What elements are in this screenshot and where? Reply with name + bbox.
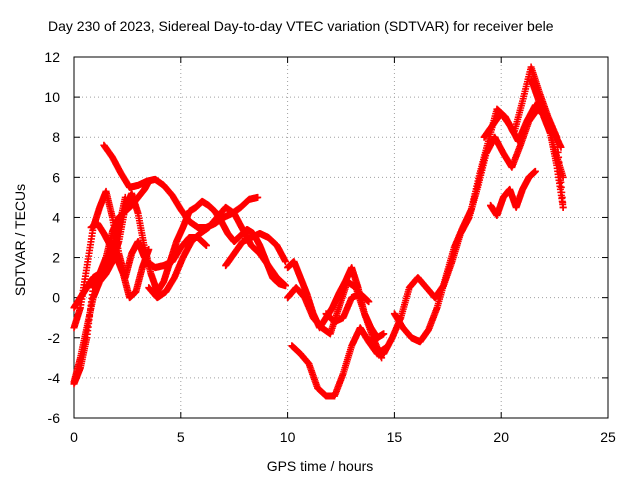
data-point xyxy=(531,167,539,175)
y-tick-label: 2 xyxy=(52,250,60,266)
axes xyxy=(73,56,609,419)
grid xyxy=(74,57,608,418)
y-tick-label: -2 xyxy=(48,330,61,346)
y-axis-label: SDTVAR / TECUs xyxy=(12,183,28,297)
x-tick-label: 5 xyxy=(177,429,185,445)
data-point xyxy=(365,298,373,306)
data-points xyxy=(70,63,567,400)
series-arc5 xyxy=(87,219,153,302)
series-arc12 xyxy=(288,324,390,400)
x-tick-label: 10 xyxy=(280,429,296,445)
series-arc17 xyxy=(487,167,539,219)
data-point xyxy=(202,242,210,250)
y-tick-label: -4 xyxy=(48,370,61,386)
data-point xyxy=(121,193,129,201)
chart-title: Day 230 of 2023, Sidereal Day-to-day VTE… xyxy=(48,18,554,34)
x-tick-label: 15 xyxy=(387,429,403,445)
y-tick-label: 8 xyxy=(52,129,60,145)
series-arc7 xyxy=(145,203,289,302)
x-tick-label: 0 xyxy=(70,429,78,445)
data-point xyxy=(559,203,567,211)
data-point xyxy=(378,354,386,362)
series-arc11 xyxy=(284,258,388,342)
y-tick-label: 0 xyxy=(52,290,60,306)
data-point xyxy=(380,330,388,338)
data-point xyxy=(281,258,289,266)
series-arc1 xyxy=(70,189,289,386)
x-tick-label: 25 xyxy=(600,429,616,445)
data-point xyxy=(254,193,262,201)
y-tick-label: -6 xyxy=(48,410,61,426)
x-axis-label: GPS time / hours xyxy=(266,458,374,474)
data-point xyxy=(557,143,565,151)
y-tick-label: 12 xyxy=(44,49,60,65)
y-tick-label: 6 xyxy=(52,169,60,185)
series-arc9 xyxy=(222,229,289,270)
series-arc13 xyxy=(322,290,373,326)
data-point xyxy=(281,282,289,290)
x-tick-label: 20 xyxy=(493,429,509,445)
series-arc4 xyxy=(70,177,153,312)
tick-labels: 0 5 10 15 20 25 -6 -4 -2 0 2 4 6 8 10 12 xyxy=(44,49,616,445)
series-arc14 xyxy=(380,105,567,358)
series-arc8 xyxy=(143,234,210,272)
y-tick-label: 10 xyxy=(44,89,60,105)
y-tick-label: 4 xyxy=(52,209,60,225)
plot-frame xyxy=(73,56,609,419)
data-point xyxy=(145,246,153,254)
series-arc18 xyxy=(527,75,567,211)
